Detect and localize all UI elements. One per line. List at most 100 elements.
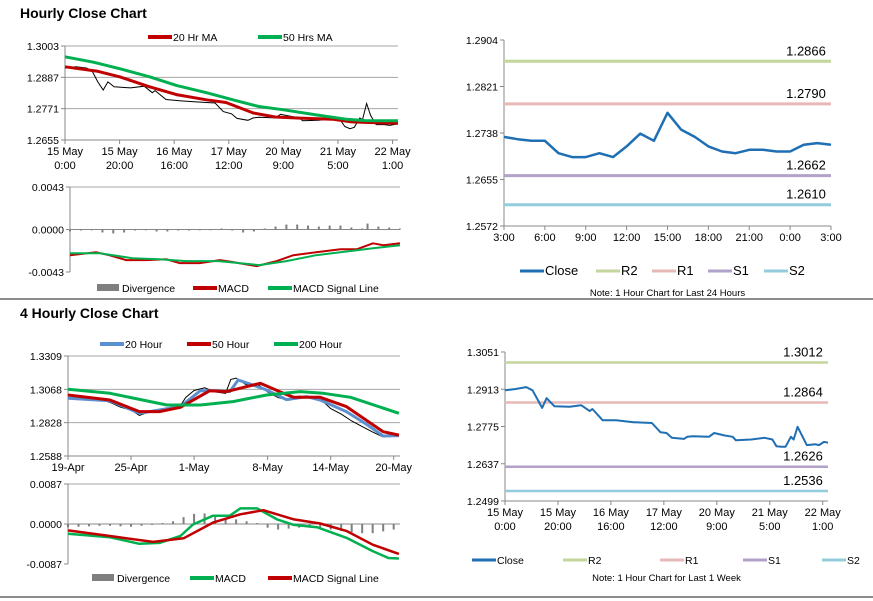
divergence-bar: [319, 524, 322, 529]
divergence-bar: [90, 229, 93, 231]
series-200-hour: [67, 387, 400, 415]
x-tick-label: 15 May: [540, 507, 577, 519]
divergence-bar: [144, 229, 147, 231]
divergence-bar: [98, 524, 101, 526]
x-tick-label: 9:00: [273, 160, 294, 172]
legend-label: S1: [733, 263, 749, 278]
divergence-bar: [287, 524, 290, 529]
bottom-divider: [0, 596, 873, 598]
x-tick-label: 8-May: [252, 462, 283, 474]
divergence-bar: [193, 513, 196, 524]
x-tick-label: 5:00: [327, 160, 348, 172]
legend-label: 20 Hr MA: [173, 32, 217, 44]
legend-label: MACD: [218, 283, 249, 295]
level-label-r1: 1.2790: [786, 86, 826, 101]
divergence-bar: [371, 524, 374, 534]
y-tick-label: 1.3003: [27, 41, 59, 53]
legend-label: MACD: [215, 573, 246, 585]
legend-label: Close: [497, 555, 524, 567]
chart-note: Note: 1 Hour Chart for Last 1 Week: [592, 573, 741, 584]
x-tick-label: 16 May: [593, 507, 630, 519]
divergence-bar: [392, 524, 395, 530]
x-tick-label: 20:00: [106, 160, 134, 172]
divergence-bar: [123, 229, 126, 233]
x-tick-label: 22 May: [375, 146, 412, 158]
x-tick-label: 9:00: [706, 521, 727, 533]
x-tick-label: 0:00: [54, 160, 75, 172]
divergence-bar: [285, 224, 288, 230]
x-tick-label: 12:00: [650, 521, 678, 533]
divergence-bar: [209, 229, 212, 231]
divergence-bar: [69, 229, 71, 232]
y-tick-label: 1.2738: [466, 128, 498, 140]
series-50-hrs-ma: [64, 55, 399, 123]
divergence-bar: [339, 225, 342, 230]
legend-label: 50 Hour: [212, 339, 250, 351]
divergence-bar: [172, 521, 175, 524]
y-tick-label: 1.3309: [30, 351, 62, 363]
divergence-bar: [307, 225, 310, 230]
y-tick-label: 1.2904: [466, 35, 498, 47]
divergence-bar: [361, 524, 364, 534]
x-tick-label: 25-Apr: [115, 462, 148, 474]
divergence-bar: [88, 524, 91, 527]
section-divider: [0, 298, 873, 300]
x-tick-label: 17 May: [646, 507, 683, 519]
divergence-bar: [242, 229, 245, 233]
divergence-bar: [130, 524, 133, 527]
x-tick-label: 3:00: [820, 232, 841, 244]
divergence-bar: [133, 229, 136, 231]
x-tick-label: 18:00: [695, 232, 723, 244]
legend-label: R1: [685, 555, 699, 567]
divergence-bar: [340, 524, 343, 531]
divergence-bar: [296, 224, 299, 230]
four-hourly-chart-title: 4 Hourly Close Chart: [20, 305, 159, 321]
x-tick-label: 17 May: [211, 146, 248, 158]
y-tick-label: 1.2775: [467, 422, 499, 434]
legend-label: Divergence: [117, 573, 170, 585]
legend-label: R1: [677, 263, 694, 278]
x-tick-label: 0:00: [779, 232, 800, 244]
y-tick-label: 1.2655: [27, 135, 59, 147]
x-tick-label: 20 May: [699, 507, 736, 519]
x-tick-label: 21:00: [735, 232, 763, 244]
legend-label: 20 Hour: [125, 339, 163, 351]
legend-label: Close: [545, 263, 578, 278]
x-tick-label: 12:00: [215, 160, 243, 172]
divergence-bar: [328, 225, 331, 230]
divergence-bar: [198, 229, 201, 231]
divergence-bar: [177, 229, 180, 231]
x-tick-label: 15:00: [654, 232, 682, 244]
divergence-bar: [161, 523, 164, 524]
x-tick-label: 21 May: [752, 507, 789, 519]
y-tick-label: -0.0087: [26, 559, 62, 571]
x-tick-label: 6:00: [534, 232, 555, 244]
divergence-bar: [119, 524, 122, 527]
chart-four-hourly-macd: 0.0087 0.0000 -0.0087 Divergence MACD MACD Si…: [26, 479, 400, 585]
divergence-bar: [350, 227, 353, 230]
divergence-bar: [245, 521, 248, 524]
x-tick-label: 12:00: [613, 232, 641, 244]
y-tick-label: 1.2821: [466, 82, 498, 94]
legend-swatch-divergence: [92, 574, 114, 581]
x-tick-label: 22 May: [805, 507, 842, 519]
y-tick-label: 1.2588: [30, 451, 62, 463]
divergence-bar: [166, 229, 169, 232]
divergence-bar: [112, 229, 115, 234]
divergence-bar: [274, 226, 277, 230]
y-tick-label: 0.0043: [32, 182, 64, 194]
y-tick-label: 1.3068: [30, 384, 62, 396]
y-tick-label: 1.2887: [27, 72, 59, 84]
y-tick-label: 0.0000: [30, 519, 62, 531]
legend-label: S2: [847, 555, 860, 567]
legend-label: MACD Signal Line: [293, 283, 379, 295]
divergence-bar: [182, 517, 185, 524]
series-close: [504, 386, 829, 448]
x-tick-label: 3:00: [493, 232, 514, 244]
divergence-bar: [151, 524, 154, 525]
divergence-bar: [235, 519, 238, 524]
y-tick-label: 1.3051: [467, 347, 499, 359]
legend-label: S2: [789, 263, 805, 278]
series-20-hr-ma: [64, 65, 399, 125]
